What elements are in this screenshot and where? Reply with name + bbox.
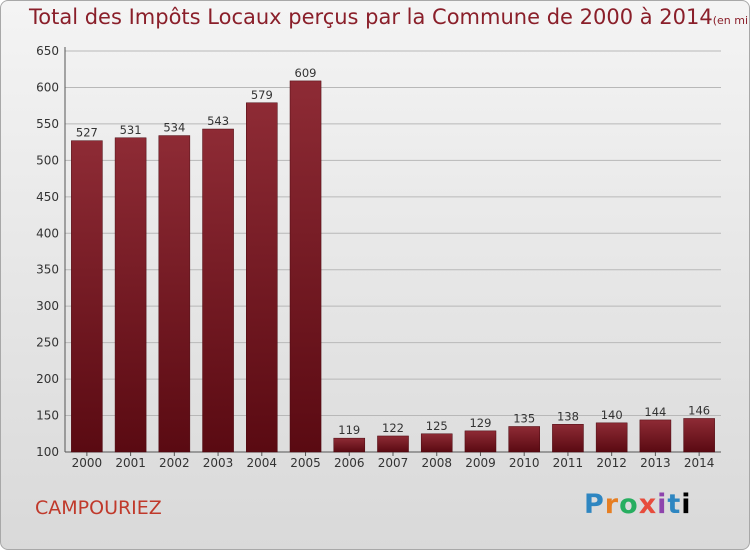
- value-label: 140: [601, 408, 623, 422]
- bar-2007: [377, 435, 409, 453]
- labels: 100 150 200 250 300 350 400 450 500 550 600 650 527 2…: [36, 44, 714, 470]
- bar-2006: [333, 437, 366, 453]
- value-label: 543: [207, 114, 229, 128]
- value-label: 119: [338, 423, 360, 437]
- value-label: 122: [382, 421, 404, 435]
- x-tick-label: 2011: [553, 456, 584, 470]
- bar-2011: [552, 424, 584, 453]
- x-tick-label: 2010: [509, 456, 540, 470]
- value-label: 531: [120, 123, 142, 137]
- x-tick-label: 2009: [465, 456, 496, 470]
- x-tick-label: 2003: [203, 456, 234, 470]
- y-tick-label: 550: [36, 117, 59, 131]
- y-tick-label: 100: [36, 445, 59, 459]
- title-unit: (en milliers d'€): [712, 14, 749, 27]
- bar-2010: [508, 426, 540, 453]
- x-tick-label: 2012: [596, 456, 627, 470]
- bar-2004: [246, 102, 278, 453]
- bar-2000: [71, 140, 103, 453]
- value-label: 138: [557, 409, 579, 423]
- bar-2003: [202, 128, 234, 453]
- proxiti-logo: Proxiti: [584, 489, 692, 520]
- bar-2009: [464, 430, 497, 453]
- value-label: 135: [513, 411, 535, 425]
- value-label: 527: [76, 126, 98, 140]
- value-label: 579: [251, 88, 273, 102]
- value-label: 609: [295, 66, 317, 80]
- y-tick-label: 500: [36, 153, 59, 167]
- x-tick-label: 2013: [640, 456, 671, 470]
- value-label: 146: [688, 403, 710, 417]
- title-text: Total des Impôts Locaux perçus par la Co…: [29, 5, 713, 29]
- x-tick-label: 2001: [115, 456, 146, 470]
- value-label: 144: [644, 405, 666, 419]
- y-tick-label: 150: [36, 409, 59, 423]
- value-label: 125: [426, 419, 448, 433]
- bar-2012: [595, 422, 628, 453]
- x-tick-label: 2006: [334, 456, 365, 470]
- y-tick-label: 600: [36, 80, 59, 94]
- x-tick-label: 2008: [421, 456, 452, 470]
- commune-name: CAMPOURIEZ: [35, 497, 162, 519]
- y-tick-label: 350: [36, 263, 59, 277]
- bar-2005: [289, 80, 322, 453]
- bar-2001: [114, 137, 147, 453]
- bar-2008: [420, 433, 453, 453]
- x-tick-label: 2004: [247, 456, 278, 470]
- value-label: 534: [163, 121, 185, 135]
- y-tick-label: 400: [36, 226, 59, 240]
- bars: [71, 80, 715, 453]
- x-tick-label: 2014: [684, 456, 715, 470]
- y-tick-label: 650: [36, 44, 59, 58]
- x-tick-label: 2005: [290, 456, 321, 470]
- y-tick-label: 200: [36, 372, 59, 386]
- x-tick-label: 2002: [159, 456, 190, 470]
- value-label: 129: [469, 416, 491, 430]
- bar-2014: [683, 418, 715, 453]
- y-tick-label: 450: [36, 190, 59, 204]
- chart-title: Total des Impôts Locaux perçus par la Co…: [29, 5, 749, 29]
- bar-2013: [639, 419, 672, 453]
- x-tick-label: 2000: [72, 456, 103, 470]
- bar-2002: [158, 135, 191, 453]
- y-tick-label: 300: [36, 299, 59, 313]
- y-tick-label: 250: [36, 336, 59, 350]
- x-tick-label: 2007: [378, 456, 409, 470]
